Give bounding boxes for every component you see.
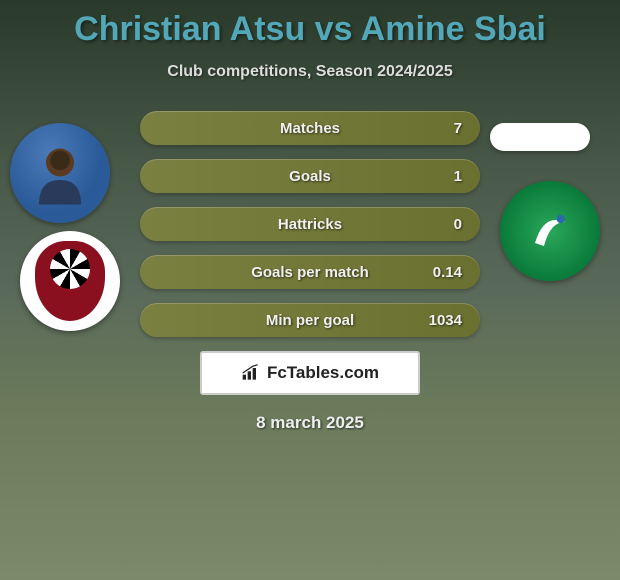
stat-label: Hattricks — [278, 216, 342, 233]
stat-value: 0.14 — [433, 264, 462, 281]
player-right-avatar — [490, 123, 590, 151]
stat-label: Matches — [280, 120, 340, 137]
branding-text: FcTables.com — [267, 363, 379, 383]
club-left-crest — [20, 231, 120, 331]
stat-label: Goals per match — [251, 264, 369, 281]
stat-value: 0 — [454, 216, 462, 233]
stat-row: Goals 1 — [140, 159, 480, 193]
page-title: Christian Atsu vs Amine Sbai — [0, 0, 620, 49]
stat-row: Hattricks 0 — [140, 207, 480, 241]
stat-label: Min per goal — [266, 312, 354, 329]
stat-value: 1 — [454, 168, 462, 185]
stat-label: Goals — [289, 168, 331, 185]
stat-row: Goals per match 0.14 — [140, 255, 480, 289]
page-subtitle: Club competitions, Season 2024/2025 — [0, 63, 620, 81]
player-left-avatar — [10, 123, 110, 223]
stats-table: Matches 7 Goals 1 Hattricks 0 Goals per … — [140, 111, 480, 337]
content-area: Matches 7 Goals 1 Hattricks 0 Goals per … — [0, 111, 620, 433]
date-text: 8 march 2025 — [0, 413, 620, 433]
stat-value: 1034 — [429, 312, 462, 329]
stat-row: Min per goal 1034 — [140, 303, 480, 337]
stat-row: Matches 7 — [140, 111, 480, 145]
stat-value: 7 — [454, 120, 462, 137]
club-right-crest — [500, 181, 600, 281]
bar-chart-icon — [241, 364, 261, 382]
branding-box[interactable]: FcTables.com — [200, 351, 420, 395]
shield-icon — [35, 241, 105, 321]
swoosh-icon — [520, 201, 580, 261]
person-icon — [25, 138, 95, 208]
